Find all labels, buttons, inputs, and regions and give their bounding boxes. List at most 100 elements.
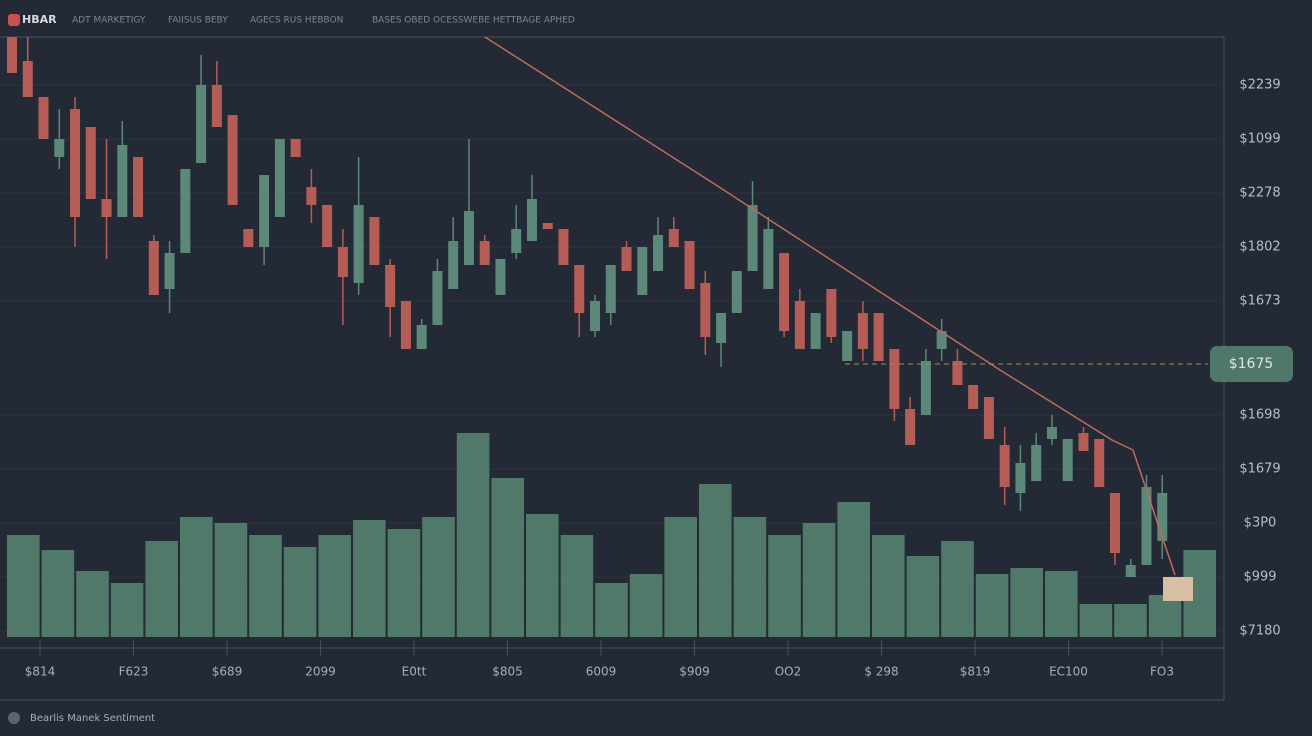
candle-body: [952, 361, 963, 385]
candle-body: [920, 361, 931, 415]
candle-body: [1046, 427, 1057, 439]
volume-bar: [802, 523, 836, 637]
volume-bar: [1148, 595, 1182, 637]
symbol[interactable]: HBAR: [22, 13, 57, 26]
candle-body: [999, 445, 1010, 487]
candle-body: [590, 301, 600, 331]
x-tick-label: $819: [960, 665, 991, 679]
x-tick-label: $909: [679, 665, 710, 679]
candle-body: [416, 325, 427, 349]
footer-text: Bearlis Manek Sentiment: [30, 713, 155, 724]
volume-bar: [41, 550, 75, 637]
candle-body: [337, 247, 348, 277]
tab[interactable]: FAIISUS BEBY: [168, 16, 228, 26]
volume-bar: [491, 478, 524, 637]
x-tick-label: $ 298: [864, 665, 898, 679]
y-tick-label: $1698: [1239, 408, 1280, 423]
candle-body: [637, 247, 648, 295]
candle-body: [54, 139, 65, 157]
x-tick-label: $805: [492, 665, 523, 679]
candle-body: [101, 199, 112, 217]
tab[interactable]: ADT MARKETIGY: [72, 16, 146, 26]
candle-body: [526, 199, 537, 241]
candle-body: [495, 259, 506, 295]
candle-body: [227, 115, 238, 205]
candle-body: [905, 409, 916, 445]
candle-body: [22, 61, 33, 97]
volume-bar: [1010, 568, 1043, 637]
x-tick-label: $814: [25, 665, 56, 679]
volume-bar: [872, 535, 905, 637]
x-tick-label: F623: [119, 665, 149, 679]
x-tick-label: 6009: [586, 665, 617, 679]
candle-body: [889, 349, 900, 409]
candle-body: [810, 313, 821, 349]
candle-body: [306, 187, 317, 205]
candle-body: [968, 385, 979, 409]
footer-icon: [8, 712, 20, 724]
candle-body: [794, 301, 805, 349]
candle-body: [133, 157, 144, 217]
candle-body: [1062, 439, 1073, 481]
candle-body: [779, 253, 790, 331]
y-tick-label: $2239: [1239, 78, 1280, 93]
candle-body: [574, 265, 585, 313]
trend-line: [484, 36, 1176, 576]
candle-body: [164, 253, 175, 289]
candle-body: [290, 139, 301, 157]
volume-bar: [1079, 604, 1113, 637]
candle-body: [716, 313, 727, 343]
candle-body: [1015, 463, 1026, 493]
candle-body: [1109, 493, 1120, 553]
candle-body: [873, 313, 884, 361]
candle-body: [700, 283, 711, 337]
volume-bar: [180, 517, 213, 637]
candle-body: [653, 235, 664, 271]
volume-bar: [595, 583, 628, 637]
candle-body: [1125, 565, 1136, 577]
y-tick-label: $1099: [1239, 132, 1280, 147]
tab[interactable]: BASES OBED OCESSWEBE HETTBAGE APHED: [372, 16, 575, 26]
volume-bar: [7, 535, 40, 637]
candle-body: [621, 247, 632, 271]
volume-bar: [560, 535, 594, 637]
candle-body: [400, 301, 411, 349]
volume-bar: [422, 517, 455, 637]
candle-body: [196, 85, 207, 163]
volume-bar: [906, 556, 940, 637]
y-tick-label: $1679: [1239, 462, 1280, 477]
volume-bar: [664, 517, 697, 637]
volume-bar: [1114, 604, 1147, 637]
candle-body: [117, 145, 128, 217]
volume-bar: [975, 574, 1009, 637]
candle-body: [211, 85, 222, 127]
candle-body: [983, 397, 994, 439]
price-tag-label: $1675: [1229, 356, 1274, 372]
candle-body: [542, 223, 553, 229]
candle-body: [684, 241, 695, 289]
volume-bar: [283, 547, 317, 637]
x-tick-label: 2099: [305, 665, 336, 679]
volume-bar: [456, 433, 490, 637]
candle-body: [180, 169, 191, 253]
tab[interactable]: AGECS RUS HEBBON: [250, 16, 343, 26]
candle-body: [1141, 487, 1152, 565]
candle-body: [936, 331, 947, 349]
price-tag: [1210, 346, 1293, 382]
candle-body: [274, 139, 285, 217]
x-tick-label: $689: [212, 665, 243, 679]
candle-body: [826, 289, 837, 337]
volume-bar: [837, 502, 870, 637]
volume-bar: [318, 535, 351, 637]
x-tick-label: OO2: [775, 665, 802, 679]
x-tick-label: EC100: [1049, 665, 1088, 679]
candle-body: [148, 241, 159, 295]
candle-body: [448, 241, 459, 289]
volume-bar: [733, 517, 767, 637]
volume-bar: [526, 514, 559, 637]
y-tick-label: $1802: [1239, 240, 1280, 255]
volume-bar: [353, 520, 386, 637]
candle-body: [731, 271, 742, 313]
y-tick-label: $999: [1243, 570, 1276, 585]
